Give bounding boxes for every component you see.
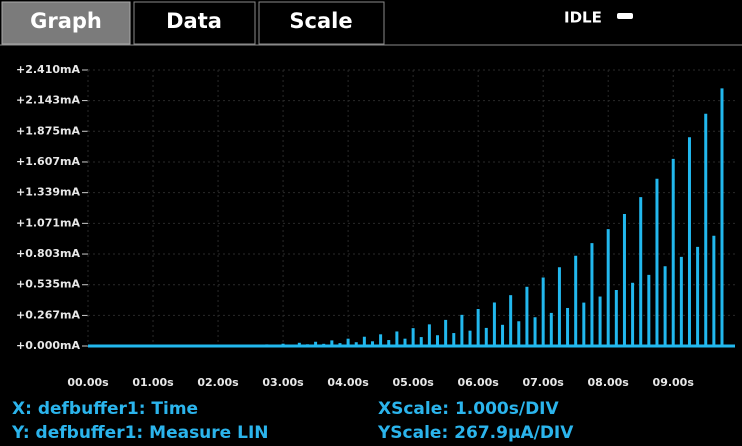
y-tick-label: +0.803mA <box>16 247 80 260</box>
x-scale: XScale: 1.000s/DIV <box>378 399 560 419</box>
y-tick-label: +1.875mA <box>16 124 80 137</box>
y-tick-label: +1.339mA <box>16 186 80 199</box>
y-tick-label: +0.000mA <box>16 339 80 352</box>
y-tick-label: +0.267mA <box>16 308 80 321</box>
y-tick-label: +1.071mA <box>16 216 80 229</box>
x-tick-label: 01.00s <box>132 376 174 389</box>
tab-graph[interactable] <box>1 1 131 45</box>
y-scale: YScale: 267.9μA/DIV <box>377 423 574 443</box>
x-tick-label: 04.00s <box>327 376 369 389</box>
x-tick-label: 05.00s <box>392 376 434 389</box>
x-source: X: defbuffer1: Time <box>12 399 198 419</box>
tab-scale[interactable] <box>258 1 385 45</box>
x-tick-label: 03.00s <box>262 376 304 389</box>
x-tick-label: 02.00s <box>197 376 239 389</box>
tab-label[interactable]: Scale <box>289 9 352 33</box>
tab-label[interactable]: Data <box>166 9 222 33</box>
x-tick-label: 08.00s <box>588 376 630 389</box>
x-tick-label: 00.00s <box>67 376 109 389</box>
y-source: Y: defbuffer1: Measure LIN <box>11 423 269 443</box>
x-tick-label: 06.00s <box>457 376 499 389</box>
y-tick-label: +2.143mA <box>16 94 80 107</box>
tab-label[interactable]: Graph <box>30 9 102 33</box>
y-tick-label: +2.410mA <box>16 63 80 76</box>
x-tick-label: 07.00s <box>523 376 565 389</box>
tab-data[interactable] <box>133 1 256 45</box>
y-tick-label: +0.535mA <box>16 278 80 291</box>
status-icon <box>617 13 633 19</box>
y-tick-label: +1.607mA <box>16 155 80 168</box>
status[interactable]: IDLE <box>564 9 602 27</box>
x-tick-label: 09.00s <box>653 376 695 389</box>
